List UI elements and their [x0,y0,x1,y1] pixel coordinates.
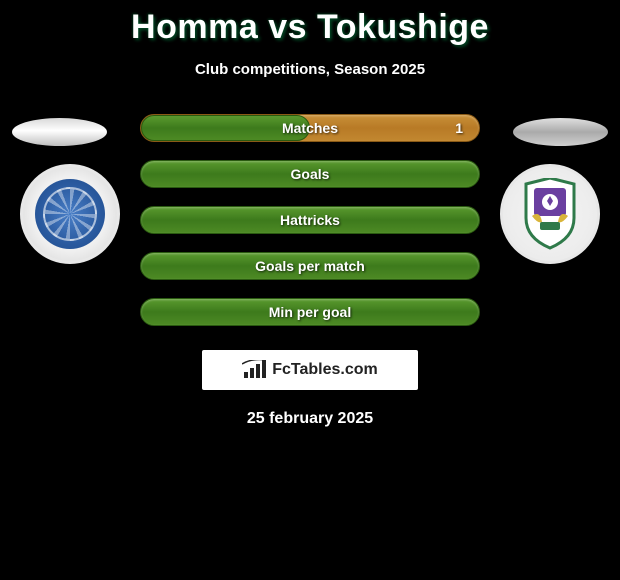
stat-bar-goals-per-match: Goals per match [140,252,480,280]
stat-bar-goals: Goals [140,160,480,188]
stat-label: Min per goal [269,304,351,320]
stat-bar-matches: Matches 1 [140,114,480,142]
right-ellipse-decoration [513,118,608,146]
page-title: Homma vs Tokushige [0,0,620,47]
team-emblem-left-icon [35,179,105,249]
stat-bar-hattricks: Hattricks [140,206,480,234]
brand-text: FcTables.com [272,361,378,379]
stat-bars: Matches 1 Goals Hattricks Goals per matc… [140,114,480,326]
left-ellipse-decoration [12,118,107,146]
stat-label: Goals [291,166,330,182]
stat-label: Matches [282,120,338,136]
stat-bar-min-per-goal: Min per goal [140,298,480,326]
team-logo-right [500,164,600,264]
brand-box: FcTables.com [202,350,418,390]
stat-label: Goals per match [255,258,365,274]
team-emblem-right-icon [520,178,580,250]
stat-value-right: 1 [455,120,463,136]
team-logo-left [20,164,120,264]
page-subtitle: Club competitions, Season 2025 [0,61,620,78]
bar-chart-icon [242,360,268,380]
footer-date: 25 february 2025 [0,410,620,428]
stat-label: Hattricks [280,212,340,228]
comparison-content: Matches 1 Goals Hattricks Goals per matc… [0,114,620,428]
